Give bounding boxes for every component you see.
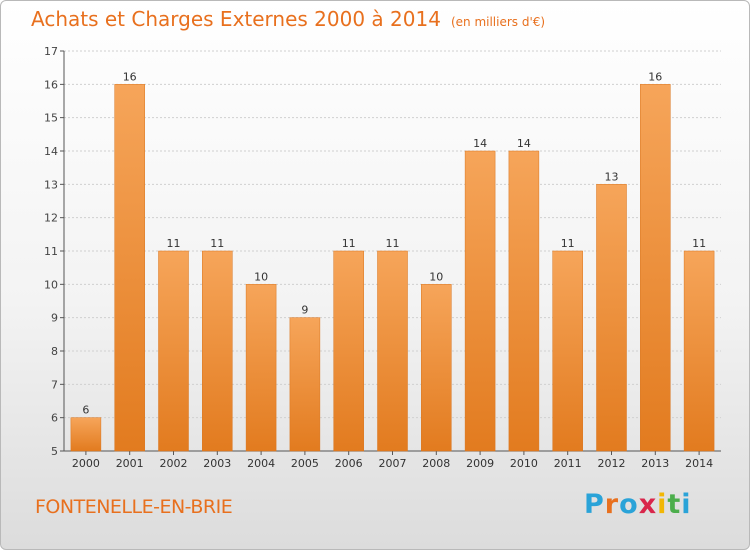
bar xyxy=(158,250,189,452)
y-tick-label: 6 xyxy=(51,412,58,425)
logo-letter: t xyxy=(667,489,682,520)
data-label: 11 xyxy=(561,237,575,250)
bars xyxy=(70,84,715,452)
data-label: 11 xyxy=(386,237,400,250)
y-tick-label: 11 xyxy=(44,245,58,258)
data-label: 10 xyxy=(254,270,268,283)
bar xyxy=(202,250,233,452)
bar xyxy=(464,150,496,452)
y-tick-label: 15 xyxy=(44,112,58,125)
logo-letter: x xyxy=(638,489,658,520)
y-tick-label: 12 xyxy=(44,212,58,225)
data-label: 9 xyxy=(301,304,308,317)
logo-letter: i xyxy=(681,489,692,520)
chart-title: Achats et Charges Externes 2000 à 2014 (e… xyxy=(31,7,545,31)
data-label: 11 xyxy=(342,237,356,250)
y-tick-label: 5 xyxy=(51,445,58,458)
x-tick-label: 2004 xyxy=(247,457,275,470)
y-tick-label: 13 xyxy=(44,178,58,191)
title-text: Achats et Charges Externes 2000 à 2014 xyxy=(31,7,441,31)
data-label: 11 xyxy=(210,237,224,250)
bar xyxy=(70,417,102,452)
bar xyxy=(289,317,321,452)
x-tick-label: 2010 xyxy=(510,457,538,470)
logo-letter: o xyxy=(619,489,639,520)
logo-letter: i xyxy=(657,489,668,520)
place-name: FONTENELLE-EN-BRIE xyxy=(35,496,233,518)
data-label: 16 xyxy=(648,70,662,83)
x-tick-label: 2006 xyxy=(335,457,363,470)
x-tick-label: 2009 xyxy=(466,457,494,470)
title-unit: (en milliers d'€) xyxy=(450,15,546,29)
x-tick-label: 2001 xyxy=(116,457,144,470)
logo-letter: r xyxy=(604,489,620,520)
x-tick-label: 2011 xyxy=(554,457,582,470)
bar xyxy=(596,184,627,452)
x-tick-label: 2014 xyxy=(685,457,713,470)
bar xyxy=(421,284,452,452)
proxiti-logo[interactable]: Proxiti xyxy=(584,489,692,520)
data-label: 14 xyxy=(517,137,531,150)
data-label: 11 xyxy=(167,237,181,250)
x-tick-label: 2003 xyxy=(203,457,231,470)
data-label: 16 xyxy=(123,70,137,83)
bar xyxy=(333,250,364,452)
y-tick-label: 14 xyxy=(44,145,58,158)
x-tick-label: 2002 xyxy=(160,457,188,470)
y-tick-label: 9 xyxy=(51,312,58,325)
bar xyxy=(552,250,583,452)
x-tick-label: 2005 xyxy=(291,457,319,470)
y-tick-label: 16 xyxy=(44,78,58,91)
bar xyxy=(508,150,540,452)
data-label: 11 xyxy=(692,237,706,250)
x-tick-label: 2013 xyxy=(641,457,669,470)
data-label: 10 xyxy=(429,270,443,283)
logo-letter: P xyxy=(584,489,605,520)
data-label: 6 xyxy=(82,404,89,417)
y-tick-label: 8 xyxy=(51,345,58,358)
bar xyxy=(377,250,408,452)
x-tick-label: 2007 xyxy=(379,457,407,470)
x-tick-label: 2008 xyxy=(422,457,450,470)
bar xyxy=(114,84,145,452)
labels: 5 6 7 8 9 10 11 12 13 14 15 16 17 6 2000 16 2001 11 2002 11… xyxy=(44,45,713,470)
bar xyxy=(245,284,277,452)
x-tick-label: 2000 xyxy=(72,457,100,470)
data-label: 14 xyxy=(473,137,487,150)
data-label: 13 xyxy=(605,170,619,183)
y-tick-label: 7 xyxy=(51,378,58,391)
x-tick-label: 2012 xyxy=(598,457,626,470)
y-tick-label: 10 xyxy=(44,278,58,291)
bar xyxy=(683,250,715,452)
y-tick-label: 17 xyxy=(44,45,58,58)
bar xyxy=(640,84,671,452)
